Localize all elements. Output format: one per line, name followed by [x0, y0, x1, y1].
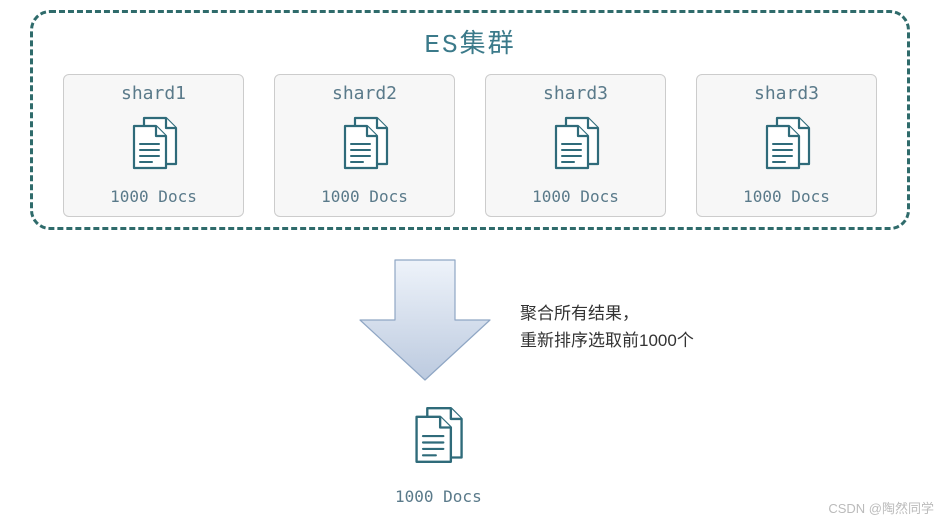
shard-label: shard3: [543, 83, 608, 104]
shard-card: shard3 1000 Do: [696, 74, 877, 217]
documents-icon: [337, 116, 393, 175]
documents-icon: [548, 116, 604, 175]
documents-icon: [759, 116, 815, 175]
cluster-box: ES集群 shard1: [30, 10, 910, 230]
result-block: 1000 Docs: [395, 400, 482, 506]
watermark-text: CSDN @陶然同学: [828, 498, 934, 517]
docs-count-label: 1000 Docs: [110, 187, 197, 206]
docs-count-label: 1000 Docs: [532, 187, 619, 206]
shard-card: shard3 1000 Do: [485, 74, 666, 217]
shard-label: shard3: [754, 83, 819, 104]
down-arrow-icon: [355, 255, 495, 385]
cluster-title: ES集群: [63, 23, 877, 60]
documents-icon: [408, 406, 468, 469]
shard-card: shard2 1000 Do: [274, 74, 455, 217]
docs-count-label: 1000 Docs: [743, 187, 830, 206]
shard-card: shard1 1000 Do: [63, 74, 244, 217]
arrow-annotation: 聚合所有结果， 重新排序选取前1000个: [520, 300, 694, 354]
annotation-line: 重新排序选取前1000个: [520, 327, 694, 354]
documents-icon: [126, 116, 182, 175]
shard-label: shard2: [332, 83, 397, 104]
shard-label: shard1: [121, 83, 186, 104]
docs-count-label: 1000 Docs: [395, 487, 482, 506]
shards-row: shard1 1000 Do: [63, 74, 877, 217]
annotation-line: 聚合所有结果，: [520, 300, 694, 327]
docs-count-label: 1000 Docs: [321, 187, 408, 206]
